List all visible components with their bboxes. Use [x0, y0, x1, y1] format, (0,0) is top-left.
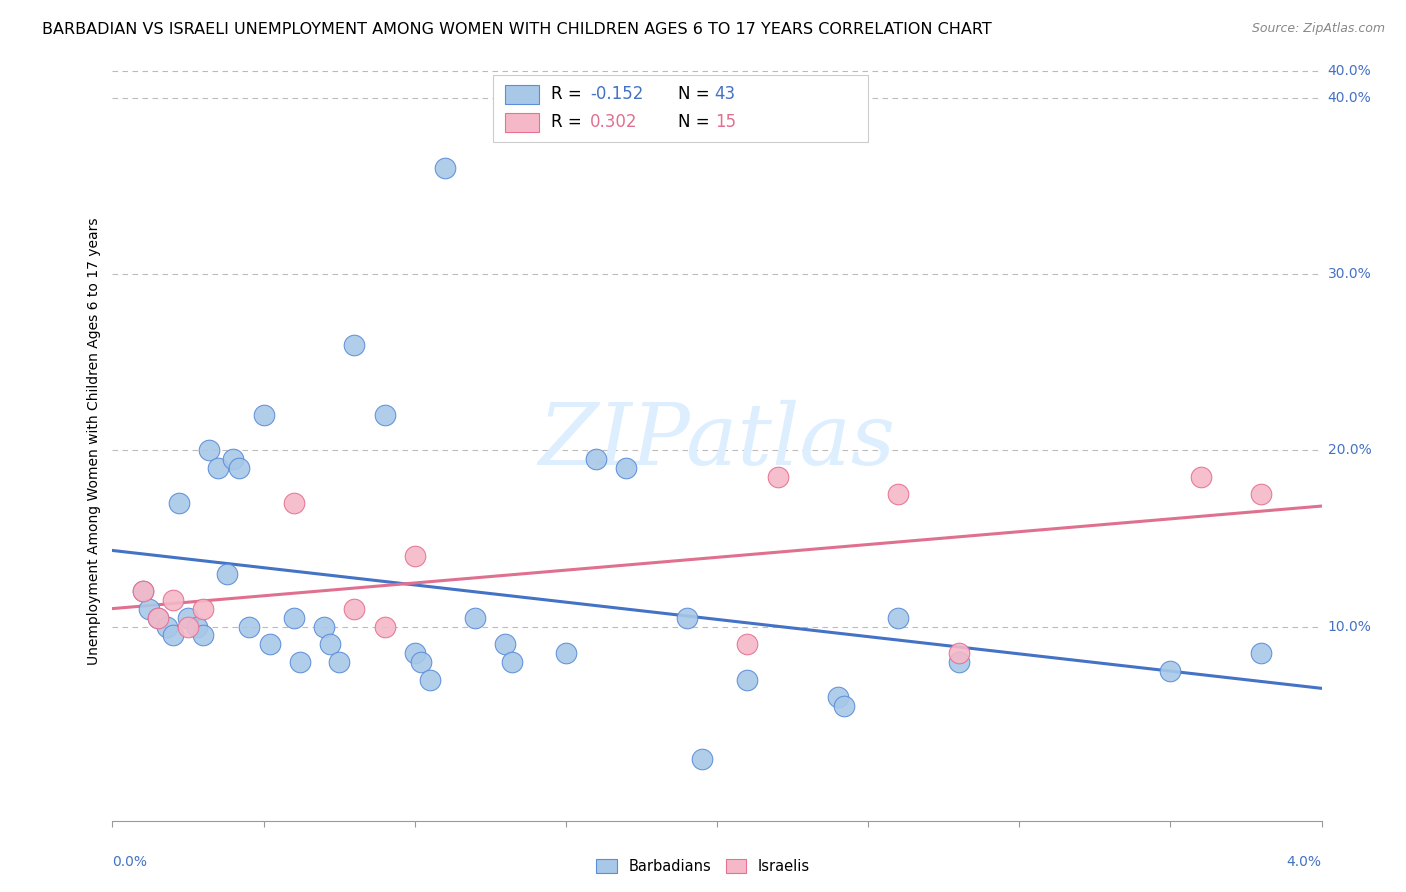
- Point: [253, 408, 276, 422]
- Point: [319, 637, 342, 651]
- Text: N =: N =: [678, 86, 716, 103]
- Point: [259, 637, 281, 651]
- Y-axis label: Unemployment Among Women with Children Ages 6 to 17 years: Unemployment Among Women with Children A…: [87, 218, 101, 665]
- Point: [419, 673, 441, 687]
- Point: [191, 628, 214, 642]
- Text: 20.0%: 20.0%: [1327, 443, 1371, 458]
- Text: Source: ZipAtlas.com: Source: ZipAtlas.com: [1251, 22, 1385, 36]
- Point: [409, 655, 432, 669]
- Point: [374, 408, 396, 422]
- Point: [288, 655, 311, 669]
- Point: [138, 602, 160, 616]
- Point: [132, 584, 155, 599]
- Point: [132, 584, 155, 599]
- Text: 4.0%: 4.0%: [1286, 855, 1322, 869]
- Text: 40.0%: 40.0%: [1327, 91, 1371, 104]
- Point: [238, 620, 260, 634]
- Text: R =: R =: [551, 113, 588, 131]
- Point: [228, 461, 250, 475]
- Point: [374, 620, 396, 634]
- Text: 10.0%: 10.0%: [1327, 620, 1372, 633]
- Text: 30.0%: 30.0%: [1327, 267, 1371, 281]
- Point: [464, 611, 486, 625]
- Point: [887, 611, 910, 625]
- Point: [283, 611, 305, 625]
- Point: [167, 496, 190, 510]
- Point: [312, 620, 335, 634]
- Text: R =: R =: [551, 86, 588, 103]
- Point: [501, 655, 523, 669]
- Point: [207, 461, 229, 475]
- Point: [222, 452, 245, 467]
- Point: [887, 487, 910, 501]
- Point: [585, 452, 607, 467]
- Point: [675, 611, 697, 625]
- Point: [328, 655, 350, 669]
- Point: [614, 461, 637, 475]
- Point: [832, 699, 855, 714]
- Point: [343, 602, 366, 616]
- Point: [146, 611, 169, 625]
- Point: [690, 752, 713, 766]
- Point: [177, 620, 200, 634]
- Point: [737, 637, 759, 651]
- Point: [177, 611, 200, 625]
- Text: 15: 15: [714, 113, 735, 131]
- Point: [495, 637, 517, 651]
- Text: -0.152: -0.152: [591, 86, 644, 103]
- FancyBboxPatch shape: [506, 85, 540, 104]
- Point: [434, 161, 457, 176]
- Text: 43: 43: [714, 86, 735, 103]
- Point: [1250, 487, 1272, 501]
- Point: [404, 549, 426, 563]
- FancyBboxPatch shape: [494, 75, 868, 142]
- Point: [146, 611, 169, 625]
- Point: [404, 646, 426, 660]
- Point: [283, 496, 305, 510]
- Point: [198, 443, 221, 458]
- Text: 0.302: 0.302: [591, 113, 637, 131]
- Text: ZIPatlas: ZIPatlas: [538, 401, 896, 483]
- Point: [554, 646, 576, 660]
- Point: [948, 646, 970, 660]
- Point: [948, 655, 970, 669]
- Text: 0.0%: 0.0%: [112, 855, 148, 869]
- Point: [217, 566, 239, 581]
- Point: [737, 673, 759, 687]
- Point: [162, 593, 184, 607]
- Point: [1250, 646, 1272, 660]
- Legend: Barbadians, Israelis: Barbadians, Israelis: [591, 854, 815, 880]
- Point: [827, 690, 849, 705]
- Point: [191, 602, 214, 616]
- Point: [186, 620, 208, 634]
- Point: [1189, 470, 1212, 484]
- FancyBboxPatch shape: [506, 113, 540, 132]
- Text: N =: N =: [678, 113, 716, 131]
- Text: 40.0%: 40.0%: [1327, 64, 1371, 78]
- Point: [156, 620, 179, 634]
- Point: [162, 628, 184, 642]
- Point: [343, 337, 366, 351]
- Point: [1159, 664, 1181, 678]
- Text: BARBADIAN VS ISRAELI UNEMPLOYMENT AMONG WOMEN WITH CHILDREN AGES 6 TO 17 YEARS C: BARBADIAN VS ISRAELI UNEMPLOYMENT AMONG …: [42, 22, 991, 37]
- Point: [766, 470, 789, 484]
